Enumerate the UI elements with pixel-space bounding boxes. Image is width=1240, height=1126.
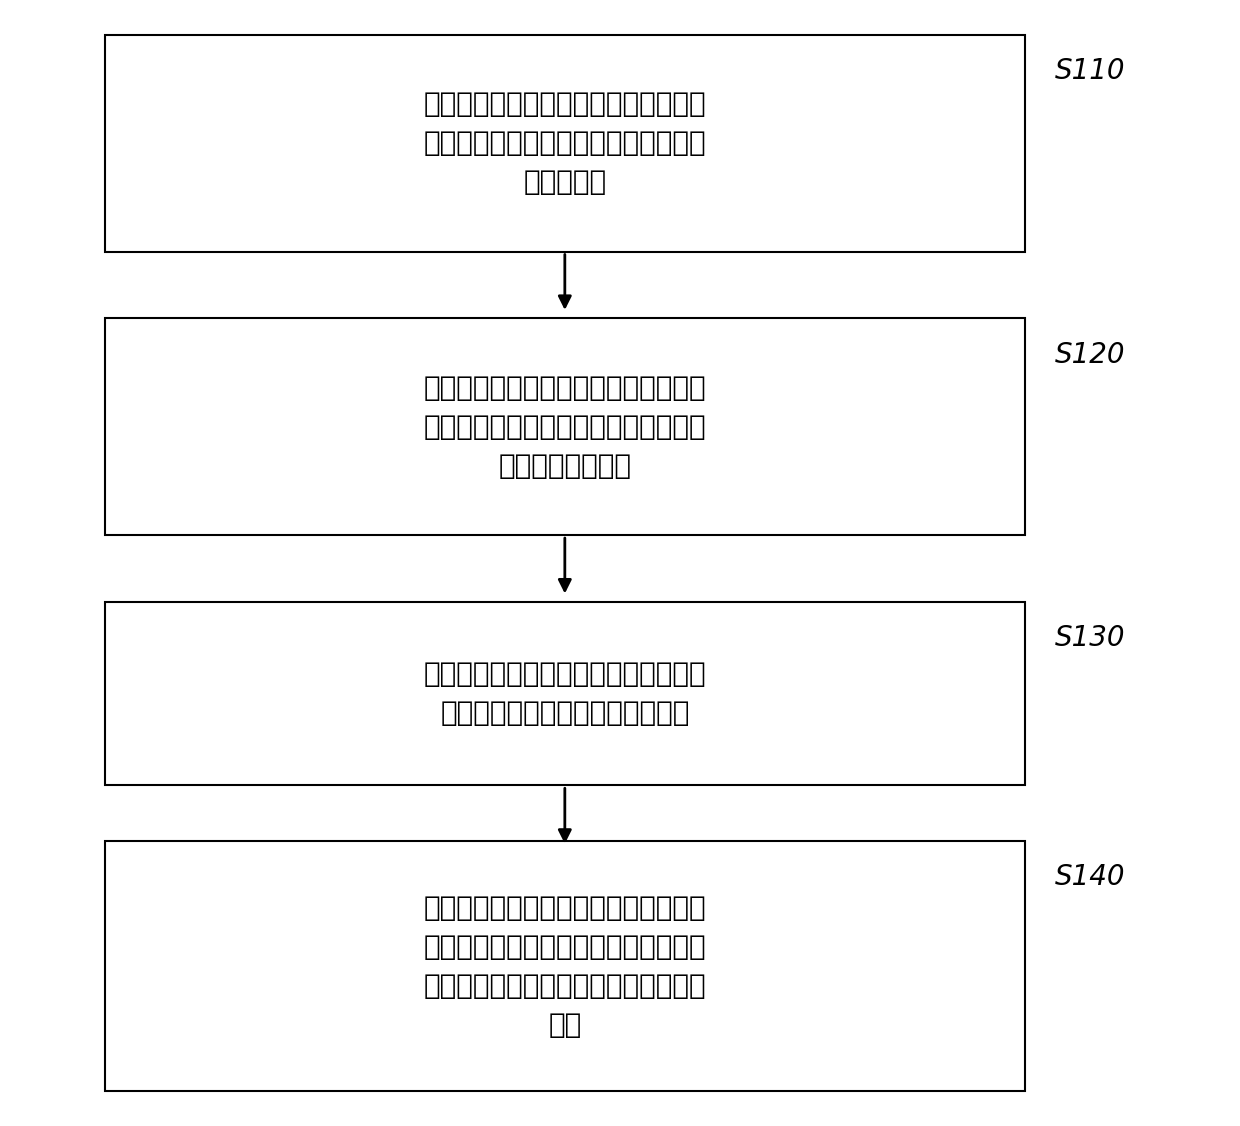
FancyBboxPatch shape bbox=[105, 841, 1024, 1091]
FancyBboxPatch shape bbox=[105, 602, 1024, 786]
Text: S130: S130 bbox=[1055, 624, 1126, 652]
Text: 根据轮胎在不同路况时的附着系数和滑
移率之间的附着滑移曲线及滑移斜率确
定参考直线: 根据轮胎在不同路况时的附着系数和滑 移率之间的附着滑移曲线及滑移斜率确 定参考直… bbox=[424, 90, 706, 196]
Text: 在参考直线上选取预定数量参考点，计
算各参考点和数据点之间的相似度: 在参考直线上选取预定数量参考点，计 算各参考点和数据点之间的相似度 bbox=[424, 660, 706, 727]
Text: S140: S140 bbox=[1055, 864, 1126, 892]
Text: 根据各参考点和数据点之间的相似度计
算该数据点对应的最大附着系数，以将
最大附着系数作为控制参数对车辆进行
控制: 根据各参考点和数据点之间的相似度计 算该数据点对应的最大附着系数，以将 最大附着… bbox=[424, 894, 706, 1038]
FancyBboxPatch shape bbox=[105, 319, 1024, 535]
FancyBboxPatch shape bbox=[105, 35, 1024, 251]
Text: S120: S120 bbox=[1055, 340, 1126, 368]
Text: S110: S110 bbox=[1055, 57, 1126, 84]
Text: 根据轮胎当前的滑移率及轮胎状态信息
计算附着系数，并将附着系数及滑移率
作为数据点的坐标: 根据轮胎当前的滑移率及轮胎状态信息 计算附着系数，并将附着系数及滑移率 作为数据… bbox=[424, 374, 706, 480]
